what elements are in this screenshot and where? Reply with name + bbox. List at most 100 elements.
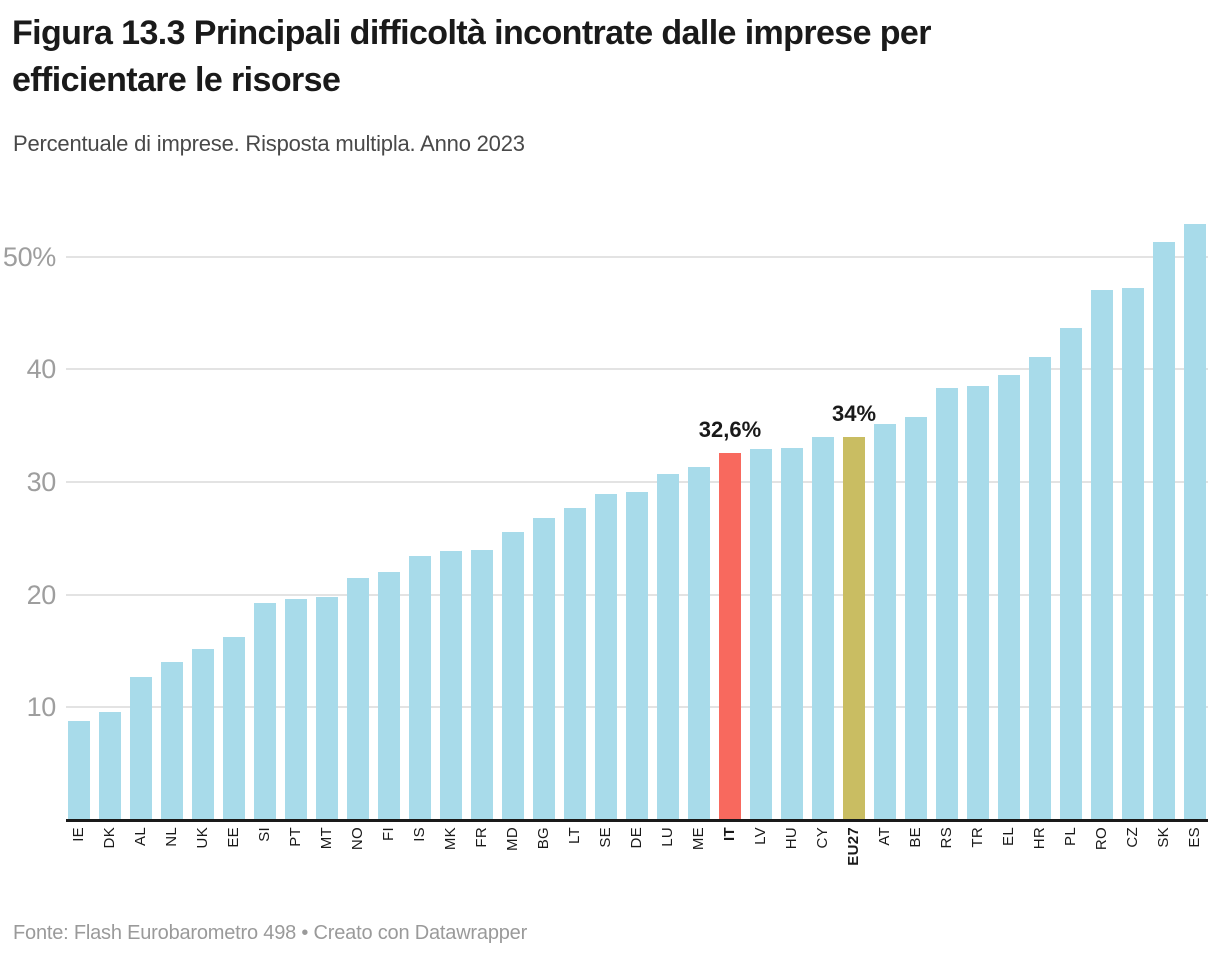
x-cell-IE: IE [68,827,90,842]
bar-cell-BG [533,215,555,820]
x-axis-label-EE: EE [225,827,242,848]
x-cell-ES: ES [1184,827,1206,848]
x-axis-label-UK: UK [194,827,211,849]
x-axis-label-FR: FR [473,827,490,848]
x-axis-label-SK: SK [1155,827,1172,848]
x-axis-label-NO: NO [349,827,366,851]
bar-cell-EL [998,215,1020,820]
bar-RO [1091,290,1113,820]
bar-ME [688,467,710,820]
bar-cell-LU [657,215,679,820]
bar-UK [192,648,214,820]
x-cell-AT: AT [874,827,896,846]
bar-DK [99,711,121,820]
x-axis-label-IE: IE [70,827,87,842]
bar-DE [626,492,648,820]
x-axis-label-IT: IT [721,827,738,841]
bar-cell-TR [967,215,989,820]
bar-cell-FI [378,215,400,820]
x-cell-SE: SE [595,827,617,848]
bar-CZ [1122,288,1144,820]
x-axis-label-MK: MK [442,827,459,851]
y-axis-label-20: 20 [26,579,57,610]
x-axis-label-AT: AT [876,827,893,846]
bar-CY [812,436,834,820]
bar-cell-FR [471,215,493,820]
x-axis-label-HR: HR [1031,827,1048,850]
x-axis-label-EU27: EU27 [845,827,862,866]
x-cell-IS: IS [409,827,431,842]
x-axis-label-DE: DE [628,827,645,849]
x-axis-label-NL: NL [163,827,180,847]
bar-FR [471,549,493,820]
bar-cell-EU27: 34% [832,215,876,820]
chart-subtitle: Percentuale di imprese. Risposta multipl… [13,131,525,156]
x-axis-label-PT: PT [287,827,304,847]
x-cell-BG: BG [533,827,555,849]
bar-cell-IE [68,215,90,820]
bar-cell-IT: 32,6% [699,215,761,820]
x-cell-CZ: CZ [1122,827,1144,848]
x-axis-label-MD: MD [504,827,521,851]
x-axis-label-DK: DK [101,827,118,849]
bar-cell-DK [99,215,121,820]
x-cell-RO: RO [1091,827,1113,850]
x-axis-label-SI: SI [256,827,273,842]
x-axis-label-MT: MT [318,827,335,850]
bar-LV [750,449,772,820]
x-cell-EU27: EU27 [843,827,865,866]
bar-cell-AT [874,215,896,820]
bar-BG [533,518,555,820]
x-axis-label-LU: LU [659,827,676,847]
bar-HU [781,448,803,820]
x-axis-label-HU: HU [783,827,800,850]
bar-cell-RO [1091,215,1113,820]
bar-cell-SE [595,215,617,820]
gridline-40 [66,368,1208,371]
x-axis-label-SE: SE [597,827,614,848]
x-cell-DE: DE [626,827,648,848]
y-axis-label-40: 40 [26,354,57,385]
bar-AT [874,424,896,820]
bar-cell-EE [223,215,245,820]
x-axis-label-RO: RO [1093,827,1110,851]
x-cell-TR: TR [967,827,989,848]
chart-title: Figura 13.3 Principali difficoltà incont… [12,10,1212,104]
x-cell-EE: EE [223,827,245,848]
bar-SK [1153,241,1175,820]
x-axis-labels: IE DK AL NL UK EE SI PT MT NO FI IS MK FR MD BG LT SE DE LU… [68,827,1206,866]
bar-cell-RS [936,215,958,820]
gridline-50 [66,255,1208,258]
bar-SI [254,602,276,820]
x-cell-FR: FR [471,827,493,848]
x-axis-label-TR: TR [969,827,986,848]
bar-cell-UK [192,215,214,820]
y-axis-label-30: 30 [26,466,57,497]
bar-MT [316,596,338,820]
x-axis-label-ME: ME [690,827,707,851]
x-cell-IT: IT [719,827,741,841]
x-axis-baseline [66,819,1208,822]
x-cell-RS: RS [936,827,958,848]
x-cell-UK: UK [192,827,214,848]
x-axis-label-BE: BE [907,827,924,848]
bar-FI [378,572,400,820]
value-annotation-EU27: 34% [831,400,877,426]
x-axis-label-LV: LV [752,827,769,845]
x-cell-NO: NO [347,827,369,850]
x-axis-label-CZ: CZ [1124,827,1141,848]
bar-IT [719,452,741,820]
bar-EL [998,374,1020,820]
bar-cell-HR [1029,215,1051,820]
bar-SE [595,494,617,820]
x-axis-label-ES: ES [1186,827,1203,848]
x-cell-HU: HU [781,827,803,849]
chart-title-line2: efficientare le risorse [12,61,341,99]
x-axis-label-LT: LT [566,827,583,844]
bar-PL [1060,327,1082,820]
x-cell-LV: LV [750,827,772,845]
bar-cell-BE [905,215,927,820]
x-axis-label-IS: IS [411,827,428,842]
